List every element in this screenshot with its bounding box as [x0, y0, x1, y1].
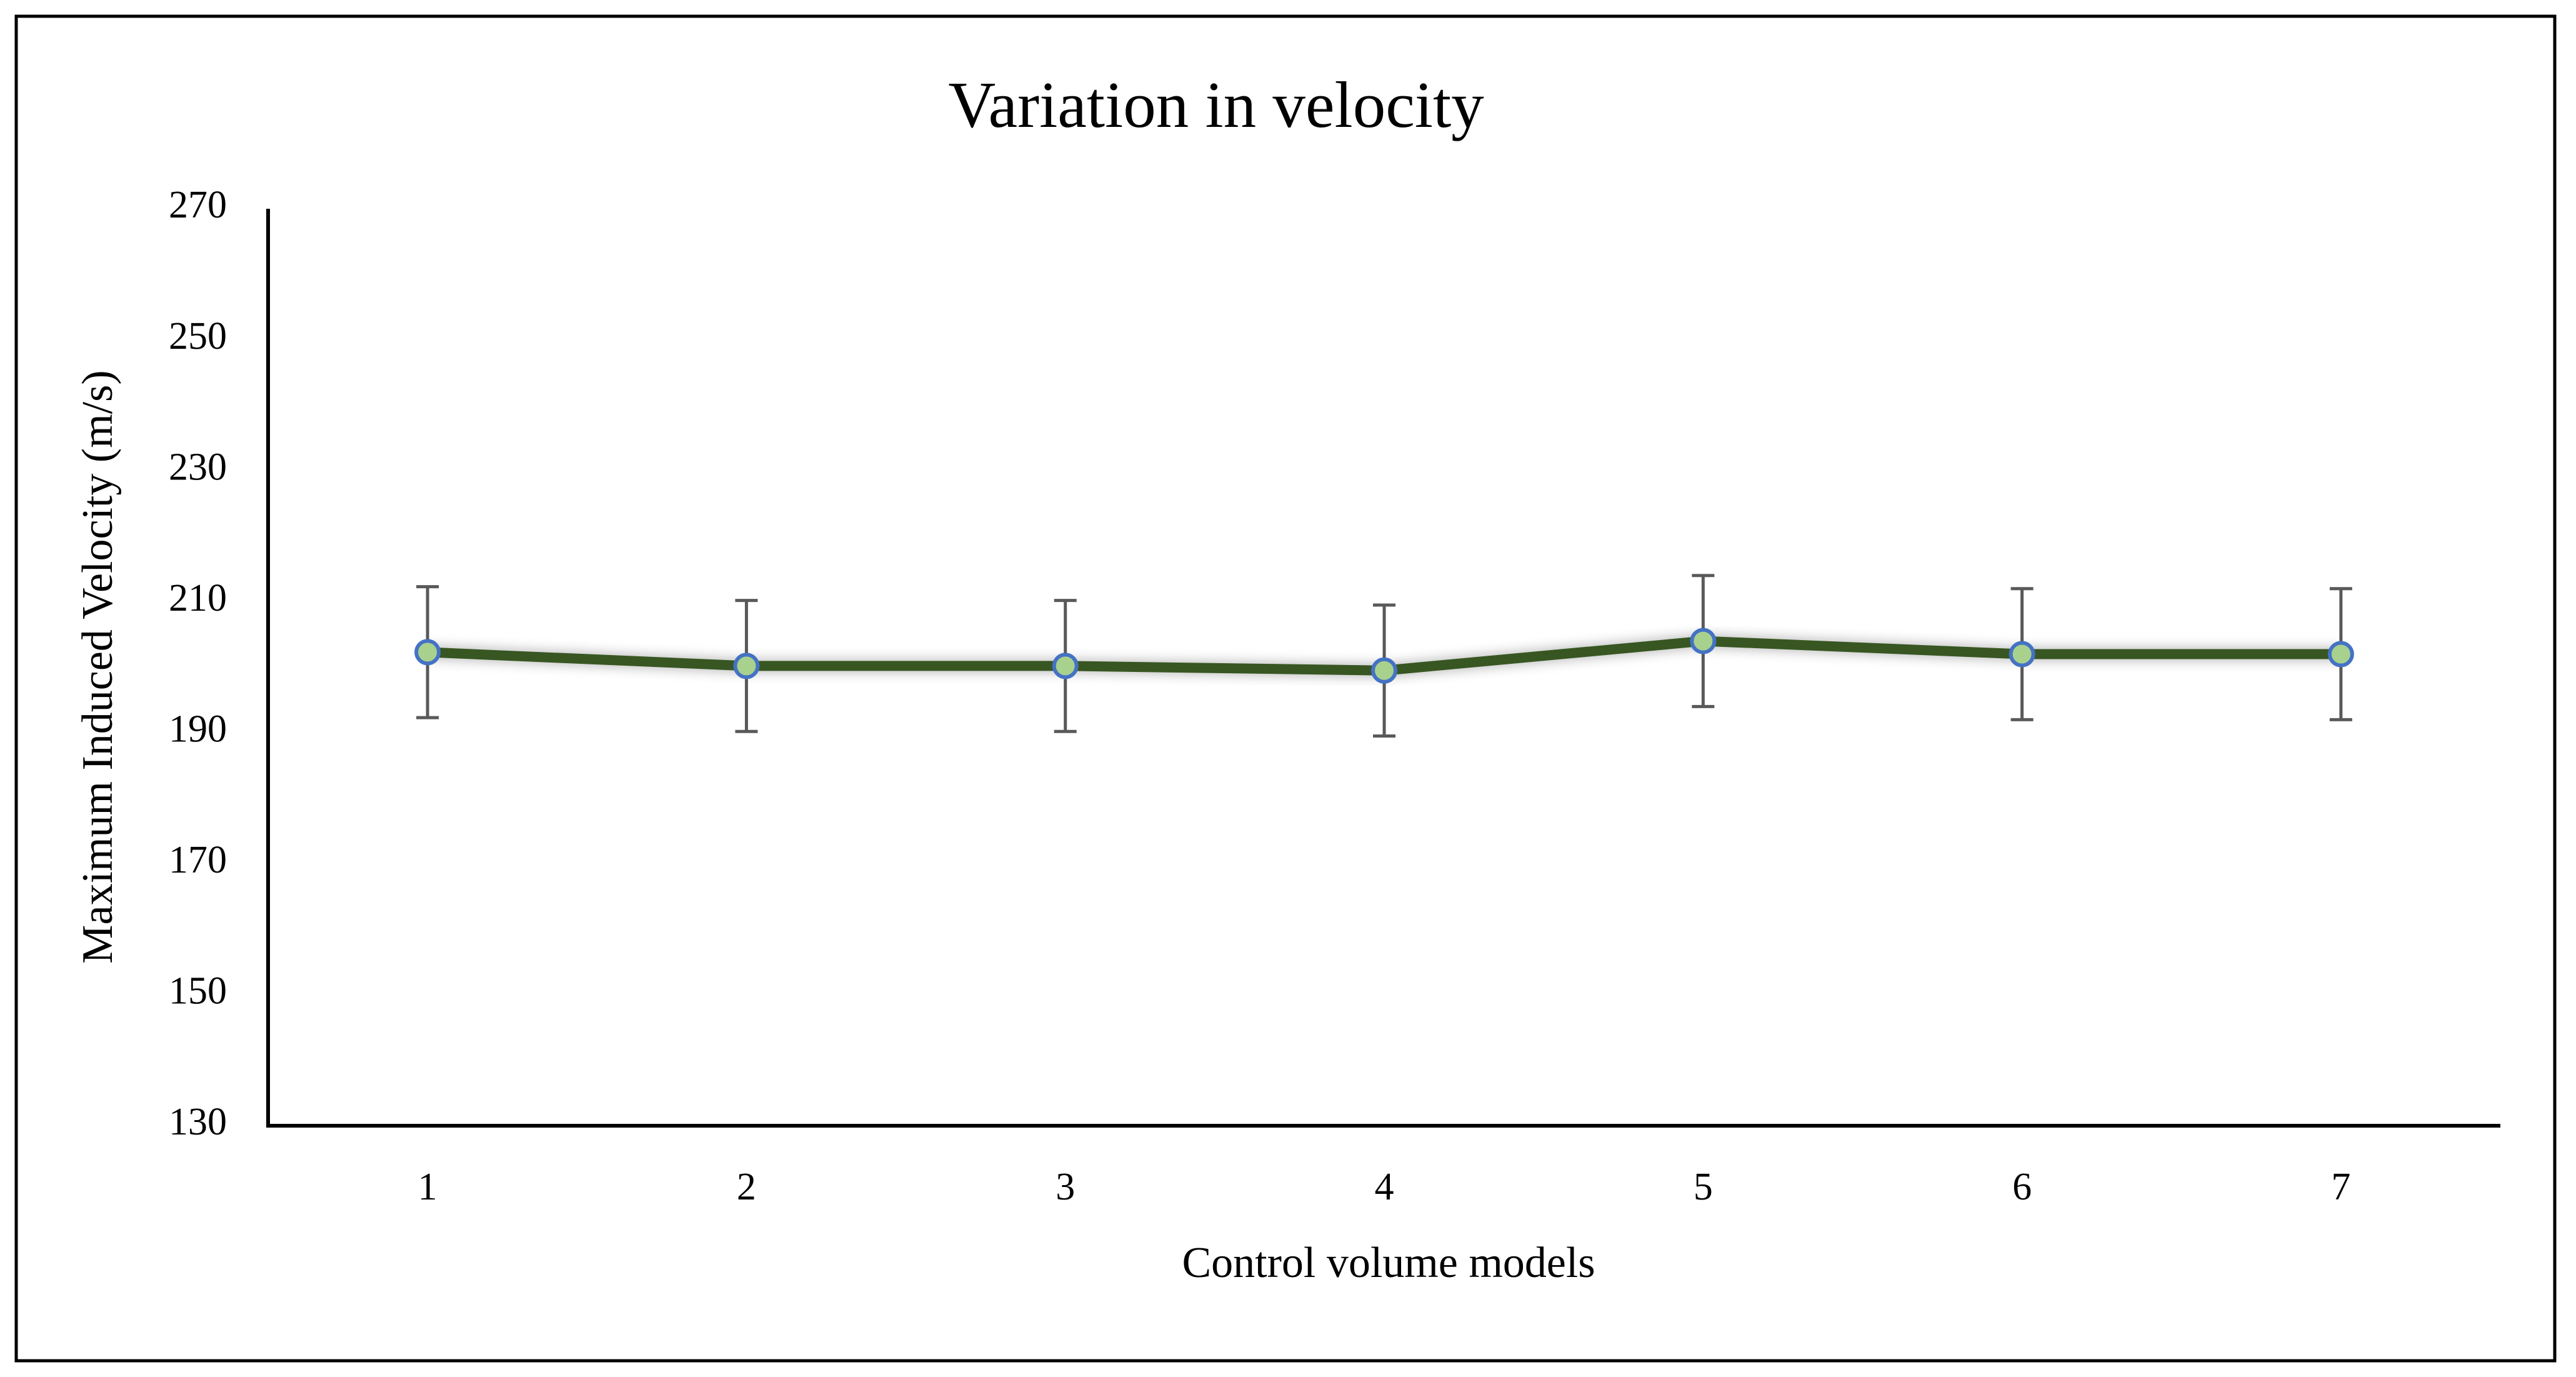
marker	[414, 639, 441, 666]
y-tick-label: 170	[169, 839, 227, 881]
y-tick-label: 270	[169, 184, 227, 226]
x-tick-label: 3	[1056, 1166, 1075, 1208]
marker	[733, 653, 760, 679]
frame	[14, 14, 2557, 1363]
marker	[2327, 641, 2354, 668]
x-tick-label: 1	[418, 1166, 437, 1208]
chart-title: Variation in velocity	[948, 68, 1484, 141]
y-tick-label: 250	[169, 315, 227, 358]
x-tick-label: 2	[737, 1166, 756, 1208]
y-tick-label: 130	[169, 1101, 227, 1143]
marker	[1052, 653, 1079, 679]
x-axis-label: Control volume models	[1182, 1239, 1595, 1287]
y-tick-label: 230	[169, 446, 227, 488]
x-tick-label: 6	[2012, 1166, 2032, 1208]
y-tick-label: 190	[169, 708, 227, 751]
x-tick-label: 5	[1694, 1166, 1713, 1208]
marker	[1371, 657, 1397, 684]
y-tick-label: 150	[169, 970, 227, 1013]
x-tick-label: 7	[2331, 1166, 2350, 1208]
x-tick-label: 4	[1375, 1166, 1394, 1208]
marker	[2009, 641, 2035, 668]
y-axis-label: Maximum Induced Velocity (m/s)	[74, 370, 122, 963]
marker	[1690, 628, 1717, 654]
y-tick-label: 210	[169, 577, 227, 619]
